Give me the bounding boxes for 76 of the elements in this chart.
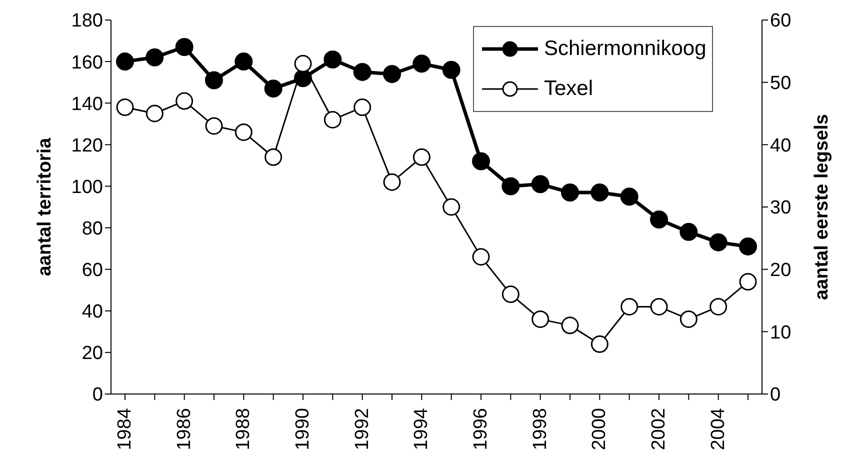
point xyxy=(739,273,757,291)
point xyxy=(442,198,460,216)
point xyxy=(442,60,460,79)
point xyxy=(739,237,757,256)
point xyxy=(412,148,430,166)
point xyxy=(472,248,490,266)
x-tick-label: 2002 xyxy=(648,408,670,450)
x-tick-label: 2004 xyxy=(708,408,729,450)
point xyxy=(650,210,668,228)
point xyxy=(680,310,698,328)
point xyxy=(680,222,698,241)
point xyxy=(472,152,490,170)
x-tick-label: 1998 xyxy=(530,408,551,450)
point xyxy=(532,310,550,328)
point xyxy=(561,183,579,202)
legend-label: Texel xyxy=(544,77,594,101)
point xyxy=(264,148,282,166)
point xyxy=(175,38,194,56)
point xyxy=(116,98,134,116)
point xyxy=(502,286,520,304)
point xyxy=(146,104,164,122)
y-tick-label: 160 xyxy=(71,52,103,74)
point xyxy=(650,298,668,316)
x-tick-label: 1992 xyxy=(352,408,373,450)
point xyxy=(324,50,342,68)
point xyxy=(205,71,223,90)
point xyxy=(146,48,164,66)
x-tick-label: 1994 xyxy=(411,408,432,450)
point xyxy=(264,80,282,98)
point xyxy=(531,175,550,194)
point xyxy=(561,316,579,334)
x-tick-label: 1988 xyxy=(233,408,254,450)
y2-tick-label: 0 xyxy=(770,384,781,406)
point xyxy=(234,52,253,71)
x-tick-label: 1990 xyxy=(292,408,314,450)
point xyxy=(294,69,312,88)
y2-tick-label: 10 xyxy=(770,322,792,344)
point xyxy=(354,98,372,116)
y2-tick-label: 20 xyxy=(770,260,792,282)
y-tick-label: 40 xyxy=(82,302,103,323)
y-tick-label: 140 xyxy=(71,94,103,115)
point xyxy=(383,65,401,84)
y-tick-label: 60 xyxy=(82,260,103,282)
point xyxy=(234,123,252,141)
point xyxy=(709,233,728,252)
point xyxy=(590,183,609,202)
point xyxy=(502,177,520,196)
point xyxy=(353,62,372,81)
y2-tick-label: 30 xyxy=(770,198,792,219)
point xyxy=(116,52,134,71)
y-tick-label: 100 xyxy=(71,176,103,198)
point xyxy=(620,188,638,206)
x-tick-label: 1986 xyxy=(174,408,195,450)
x-tick-label: 2000 xyxy=(589,408,610,450)
y-axis-title: aantal territoria xyxy=(34,137,56,276)
y-tick-label: 180 xyxy=(71,10,103,32)
point xyxy=(412,54,431,73)
point xyxy=(294,54,312,72)
point xyxy=(383,173,401,191)
point xyxy=(324,110,342,128)
y-tick-label: 0 xyxy=(92,384,103,406)
y2-tick-label: 60 xyxy=(770,10,792,32)
y-tick-label: 80 xyxy=(82,218,103,240)
point xyxy=(590,335,608,353)
y2-tick-label: 50 xyxy=(770,73,792,94)
point xyxy=(176,92,194,110)
point xyxy=(620,298,638,316)
point xyxy=(205,117,223,135)
point xyxy=(710,298,728,316)
y2-tick-label: 40 xyxy=(770,135,792,156)
y-tick-label: 120 xyxy=(71,135,103,156)
legend-label: Schiermonnikoog xyxy=(544,37,706,61)
x-tick-label: 1984 xyxy=(114,408,136,450)
y-tick-label: 20 xyxy=(82,343,103,364)
y2-axis-title: aantal eerste legsels xyxy=(812,114,833,300)
x-tick-label: 1996 xyxy=(470,408,492,450)
